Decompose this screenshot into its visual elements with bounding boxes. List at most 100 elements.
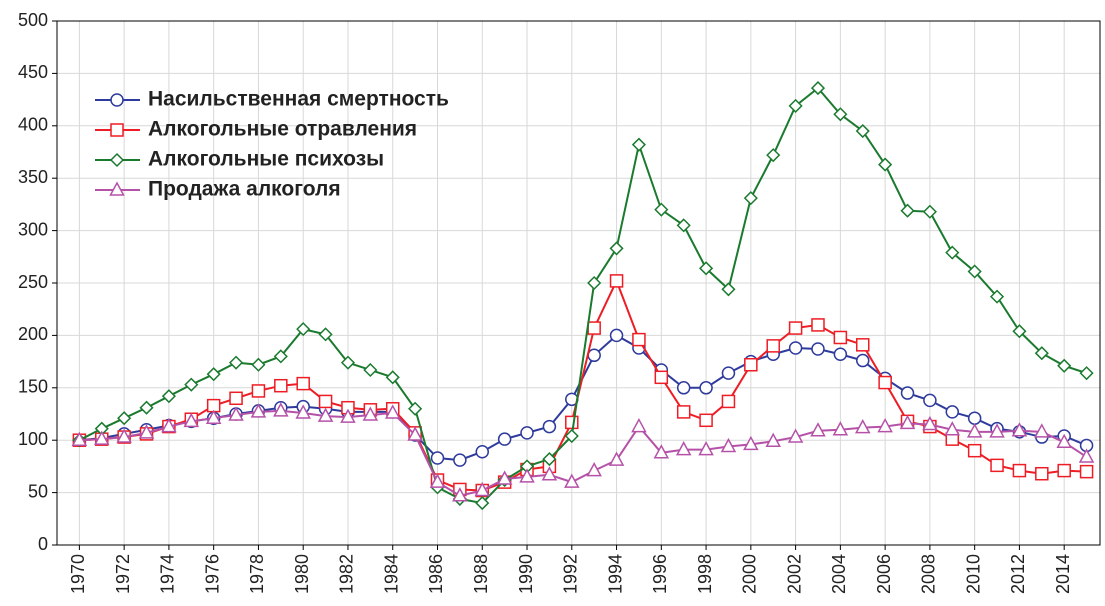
marker bbox=[497, 432, 512, 446]
marker bbox=[766, 148, 781, 163]
marker bbox=[184, 377, 199, 392]
marker bbox=[967, 264, 982, 279]
x-tick-label: 2002 bbox=[784, 554, 804, 594]
y-tick-label: 500 bbox=[18, 10, 48, 30]
marker bbox=[317, 407, 334, 422]
marker bbox=[609, 274, 624, 288]
marker bbox=[296, 376, 310, 391]
x-tick-label: 2000 bbox=[740, 554, 760, 594]
marker bbox=[765, 432, 781, 447]
marker bbox=[699, 261, 714, 276]
marker bbox=[1034, 423, 1050, 438]
marker bbox=[296, 322, 311, 337]
marker bbox=[922, 415, 938, 431]
marker bbox=[587, 348, 601, 363]
marker bbox=[743, 435, 759, 451]
marker bbox=[1078, 448, 1095, 463]
marker bbox=[138, 424, 155, 439]
marker bbox=[587, 321, 601, 335]
marker bbox=[362, 406, 379, 421]
marker bbox=[945, 245, 960, 260]
marker bbox=[990, 458, 1004, 473]
marker bbox=[788, 341, 803, 355]
marker bbox=[295, 404, 311, 419]
y-tick-label: 250 bbox=[18, 272, 48, 292]
marker bbox=[654, 370, 669, 385]
y-tick-label: 400 bbox=[18, 115, 48, 135]
marker bbox=[788, 98, 803, 113]
marker bbox=[475, 444, 490, 459]
legend-label: Алкогольные психозы bbox=[148, 148, 384, 171]
marker bbox=[900, 203, 915, 218]
marker bbox=[699, 413, 713, 428]
y-tick-label: 50 bbox=[28, 481, 48, 501]
marker bbox=[274, 378, 288, 393]
marker bbox=[565, 415, 579, 430]
marker bbox=[496, 470, 513, 485]
marker bbox=[878, 157, 893, 172]
marker bbox=[273, 349, 288, 364]
series-line bbox=[79, 409, 1088, 497]
x-tick-label: 2004 bbox=[829, 554, 849, 594]
marker bbox=[139, 400, 154, 415]
marker bbox=[1057, 358, 1072, 373]
x-tick-label: 1980 bbox=[292, 554, 312, 594]
marker bbox=[116, 428, 132, 443]
marker bbox=[721, 366, 736, 380]
marker bbox=[250, 403, 267, 418]
marker bbox=[228, 406, 244, 421]
marker bbox=[631, 137, 646, 152]
marker bbox=[877, 418, 893, 433]
marker bbox=[541, 466, 558, 481]
marker bbox=[340, 408, 356, 423]
marker bbox=[810, 422, 826, 437]
x-tick-label: 2010 bbox=[963, 554, 983, 594]
marker bbox=[676, 381, 691, 395]
marker bbox=[318, 327, 333, 342]
marker bbox=[1079, 366, 1094, 381]
marker bbox=[318, 394, 333, 409]
marker bbox=[407, 426, 423, 441]
x-tick-label: 2012 bbox=[1008, 554, 1028, 594]
x-tick-label: 1972 bbox=[113, 554, 133, 594]
marker bbox=[110, 123, 124, 137]
marker bbox=[587, 275, 602, 291]
marker bbox=[117, 411, 132, 426]
marker bbox=[519, 468, 535, 483]
marker bbox=[229, 391, 243, 406]
series-line bbox=[78, 86, 1087, 505]
marker bbox=[609, 241, 624, 256]
x-tick-label: 1994 bbox=[605, 554, 625, 594]
marker bbox=[384, 404, 401, 419]
x-tick-label: 1970 bbox=[68, 554, 88, 594]
x-tick-label: 1996 bbox=[650, 554, 670, 594]
marker bbox=[161, 389, 176, 404]
marker bbox=[520, 426, 534, 440]
marker bbox=[899, 414, 916, 430]
marker bbox=[385, 370, 400, 385]
x-tick-label: 1974 bbox=[158, 554, 178, 594]
y-tick-label: 300 bbox=[18, 219, 48, 239]
marker bbox=[453, 453, 467, 467]
marker bbox=[856, 338, 870, 352]
marker bbox=[251, 384, 266, 398]
marker bbox=[1056, 433, 1072, 449]
marker bbox=[855, 123, 870, 139]
x-tick-label: 2014 bbox=[1053, 554, 1073, 594]
x-tick-label: 2008 bbox=[919, 554, 939, 594]
y-tick-label: 150 bbox=[18, 377, 48, 397]
series-line bbox=[79, 278, 1087, 492]
marker bbox=[109, 152, 125, 168]
marker bbox=[922, 204, 937, 219]
legend-label: Продажа алкоголя bbox=[148, 178, 341, 201]
marker bbox=[854, 419, 871, 434]
marker bbox=[161, 418, 177, 433]
x-tick-label: 2006 bbox=[874, 554, 894, 594]
marker bbox=[542, 419, 557, 434]
x-tick-label: 1976 bbox=[202, 554, 222, 594]
marker bbox=[833, 107, 848, 122]
marker bbox=[654, 202, 669, 217]
y-tick-label: 450 bbox=[18, 62, 48, 82]
marker bbox=[967, 411, 982, 425]
